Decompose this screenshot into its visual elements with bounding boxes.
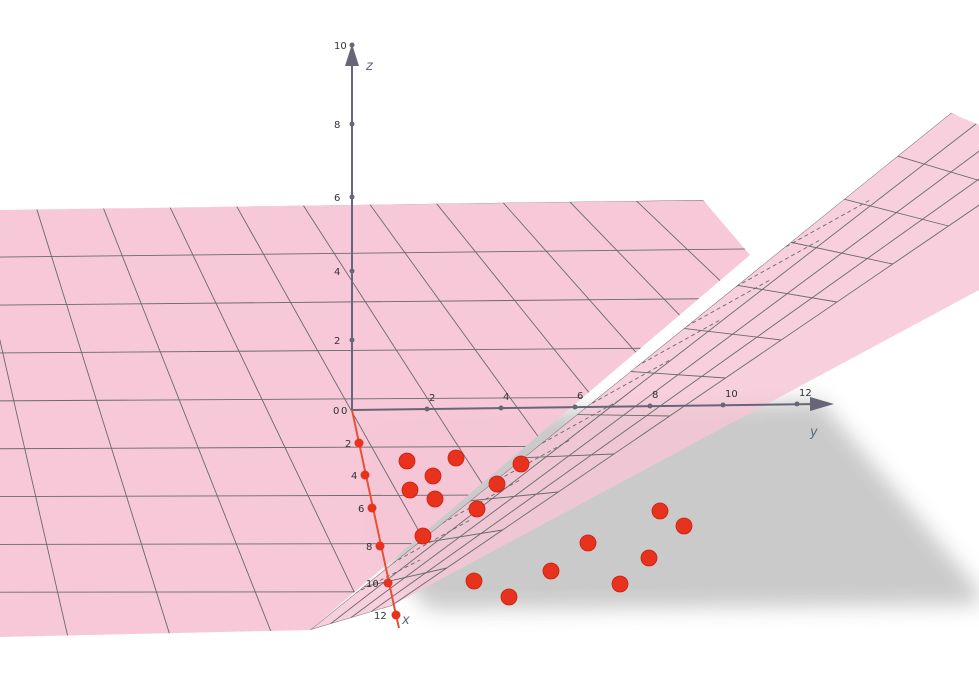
origin-label-b: 0 [341, 406, 347, 417]
y-tick [648, 404, 653, 409]
y-axis-label: y [809, 425, 818, 440]
data-point[interactable] [513, 456, 529, 472]
z-axis-label: z [365, 59, 374, 74]
z-tick [350, 338, 355, 343]
z-tick-label: 4 [334, 267, 340, 278]
x-tick [361, 471, 370, 480]
data-point[interactable] [612, 576, 628, 592]
y-tick-label: 8 [652, 390, 658, 401]
y-tick-label: 12 [799, 388, 812, 399]
x-axis-label: x [401, 613, 410, 628]
x-tick [355, 439, 364, 448]
z-tick [350, 269, 355, 274]
data-point[interactable] [448, 450, 464, 466]
data-point[interactable] [425, 468, 441, 484]
z-tick-label: 2 [334, 336, 340, 347]
y-tick [499, 406, 504, 411]
data-point[interactable] [469, 501, 485, 517]
y-tick-label: 2 [429, 393, 435, 404]
x-tick [392, 611, 401, 620]
x-tick-label: 10 [366, 579, 379, 590]
z-tick-label: 8 [334, 120, 340, 131]
data-point[interactable] [580, 535, 596, 551]
data-point[interactable] [543, 563, 559, 579]
x-tick [384, 579, 393, 588]
data-point[interactable] [427, 491, 443, 507]
y-tick-label: 6 [577, 391, 583, 402]
z-tick [350, 43, 355, 48]
origin-label-a: 0 [333, 406, 339, 417]
data-point[interactable] [652, 503, 668, 519]
y-tick [721, 403, 726, 408]
y-tick [795, 402, 800, 407]
data-point[interactable] [402, 482, 418, 498]
y-tick-label: 4 [503, 392, 509, 403]
data-point[interactable] [676, 518, 692, 534]
y-tick-label: 10 [725, 389, 738, 400]
y-tick [425, 407, 430, 412]
data-point[interactable] [501, 589, 517, 605]
data-point[interactable] [399, 453, 415, 469]
data-point[interactable] [641, 550, 657, 566]
x-tick-label: 12 [374, 611, 387, 622]
data-point[interactable] [466, 573, 482, 589]
z-tick-label: 10 [334, 41, 347, 52]
x-tick-label: 2 [345, 439, 351, 450]
x-tick [376, 542, 385, 551]
x-tick-label: 6 [358, 504, 364, 515]
x-tick-label: 4 [351, 471, 357, 482]
z-tick [350, 195, 355, 200]
x-tick-label: 8 [366, 542, 372, 553]
z-tick-label: 6 [334, 193, 340, 204]
x-tick [368, 504, 377, 513]
data-point[interactable] [489, 476, 505, 492]
y-tick [573, 405, 578, 410]
z-tick [350, 122, 355, 127]
data-point[interactable] [415, 528, 431, 544]
